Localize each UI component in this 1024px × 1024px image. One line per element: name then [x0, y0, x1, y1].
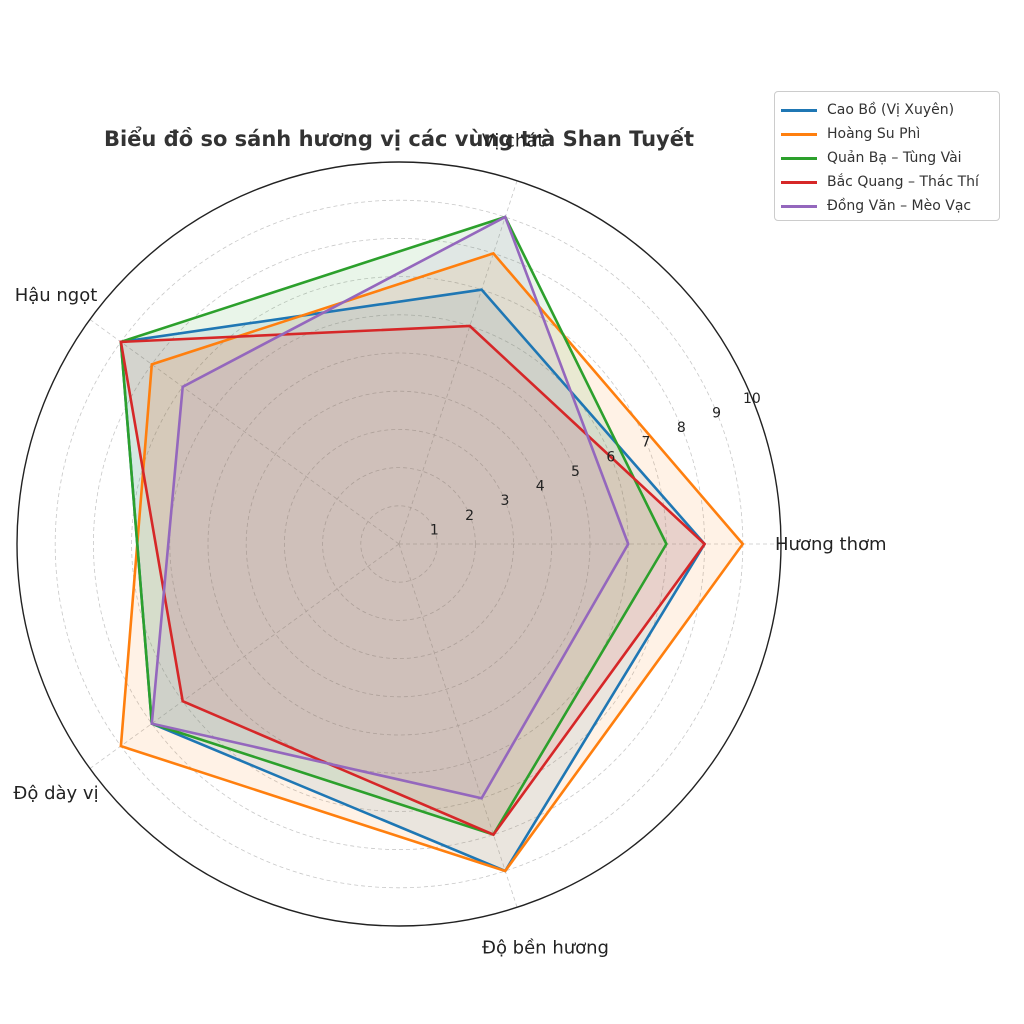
r-tick-label: 2 — [465, 508, 474, 524]
legend-item: Cao Bồ (Vị Xuyên) — [775, 98, 999, 122]
r-tick-label: 6 — [606, 449, 615, 465]
series-fill-3 — [120, 326, 705, 835]
chart-title: Biểu đồ so sánh hương vị các vùng trà Sh… — [104, 126, 694, 151]
legend-swatch — [781, 204, 817, 208]
radial-tick-labels: 1 2 3 4 5 6 7 8 9 10 — [430, 391, 761, 539]
r-tick-label: 8 — [677, 420, 686, 436]
series-line-4 — [150, 215, 630, 800]
axis-labels: Hương thơm Vị chát Hậu ngọt Độ dày vị Độ bền… — [13, 131, 886, 959]
legend-swatch — [781, 180, 817, 184]
axis-label: Độ bền hương — [482, 937, 609, 958]
axis-label: Độ dày vị — [13, 783, 98, 804]
r-tick-label: 5 — [571, 464, 580, 480]
r-tick-label: 10 — [743, 391, 761, 407]
axis-label: Hương thơm — [775, 534, 887, 555]
r-tick-label: 1 — [430, 522, 439, 538]
radar-series — [119, 215, 745, 873]
legend-item: Bắc Quang – Thác Thí — [775, 170, 999, 194]
axis-spoke — [398, 543, 518, 908]
legend-swatch — [781, 108, 817, 112]
legend-label: Quản Bạ – Tùng Vài — [827, 150, 962, 166]
axis-label: Hậu ngọt — [15, 285, 98, 306]
axis-spoke — [398, 180, 518, 545]
r-tick-label: 3 — [500, 493, 509, 509]
legend-label: Bắc Quang – Thác Thí — [827, 174, 979, 190]
legend-item: Quản Bạ – Tùng Vài — [775, 146, 999, 170]
outer-frame — [16, 161, 782, 927]
r-tick-label: 9 — [712, 405, 721, 421]
chart-legend: Cao Bồ (Vị Xuyên) Hoàng Su Phì Quản Bạ – T… — [774, 91, 1000, 221]
legend-item: Hoàng Su Phì — [775, 122, 999, 146]
legend-label: Đồng Văn – Mèo Vạc — [827, 198, 972, 214]
legend-swatch — [781, 132, 817, 136]
legend-item: Đồng Văn – Mèo Vạc — [775, 194, 999, 218]
series-line-2 — [119, 215, 668, 837]
legend-label: Hoàng Su Phì — [827, 126, 921, 142]
axis-spoke — [89, 319, 400, 545]
axis-label: Vị chát — [482, 131, 544, 152]
r-tick-label: 4 — [536, 479, 545, 495]
axis-spoke — [89, 543, 400, 769]
r-tick-label: 7 — [642, 435, 651, 451]
series-line-3 — [119, 324, 707, 837]
grid-ring — [245, 390, 553, 698]
series-fill-2 — [120, 217, 667, 835]
series-line-1 — [119, 251, 745, 873]
legend-swatch — [781, 156, 817, 160]
series-fill-1 — [120, 253, 743, 871]
grid-ring — [322, 467, 476, 621]
legend-label: Cao Bồ (Vị Xuyên) — [827, 102, 955, 118]
